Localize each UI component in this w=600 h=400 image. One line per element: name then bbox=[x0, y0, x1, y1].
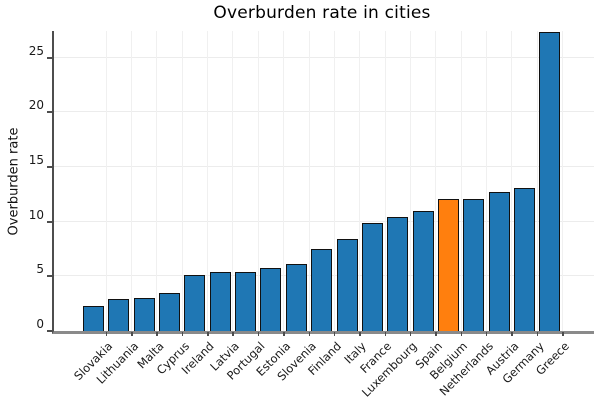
bar-lithuania bbox=[108, 299, 130, 331]
x-gridline bbox=[409, 31, 411, 331]
y-axis-label: Overburden rate bbox=[6, 127, 22, 236]
plot-area: 0 5 10 15 20 25 Slovakia Lithuania Malta Cyprus Ir… bbox=[29, 31, 594, 400]
chart-title: Overburden rate in cities bbox=[213, 3, 431, 23]
x-tick-mark bbox=[359, 332, 361, 336]
y-tick-mark bbox=[47, 166, 52, 169]
bar-austria bbox=[488, 192, 510, 331]
bar-luxembourg bbox=[387, 217, 409, 331]
y-tick-label: 0 bbox=[36, 317, 44, 331]
x-tick-mark bbox=[308, 332, 310, 336]
x-gridline bbox=[207, 31, 209, 331]
y-tick-mark bbox=[47, 111, 52, 114]
x-tick-mark bbox=[156, 332, 158, 336]
bar-spain bbox=[412, 210, 434, 331]
y-tick-mark bbox=[47, 330, 52, 332]
bar-slovakia bbox=[83, 305, 104, 331]
x-gridline bbox=[511, 31, 513, 331]
y-tick-mark bbox=[47, 220, 52, 223]
bar-italy bbox=[336, 239, 358, 331]
y-gridline bbox=[54, 220, 594, 222]
y-tick-mark bbox=[47, 275, 52, 278]
bar-france bbox=[361, 222, 383, 331]
x-gridline bbox=[232, 31, 234, 331]
y-gridline bbox=[54, 111, 594, 113]
x-tick-mark bbox=[105, 332, 108, 336]
x-gridline bbox=[562, 31, 563, 331]
y-tick-label: 15 bbox=[28, 153, 44, 168]
x-gridline bbox=[460, 31, 462, 331]
x-gridline bbox=[308, 31, 310, 331]
y-tick-label: 10 bbox=[28, 207, 44, 222]
x-gridline bbox=[257, 31, 259, 331]
bar-greece bbox=[539, 31, 561, 331]
x-tick-mark bbox=[384, 332, 387, 336]
x-gridline bbox=[156, 31, 158, 331]
x-tick-mark bbox=[511, 332, 513, 336]
x-gridline bbox=[105, 31, 107, 331]
bar-latvia bbox=[209, 271, 231, 331]
x-tick-mark bbox=[181, 332, 184, 336]
x-gridline bbox=[131, 31, 133, 331]
x-tick-mark bbox=[207, 332, 209, 336]
x-tick-mark bbox=[460, 332, 463, 336]
bar-estonia bbox=[260, 267, 282, 331]
y-tick-label: 20 bbox=[28, 98, 44, 113]
x-gridline bbox=[333, 31, 335, 331]
x-tick-mark bbox=[485, 332, 488, 336]
bar-germany bbox=[513, 187, 535, 331]
x-tick-mark bbox=[409, 332, 412, 336]
bar-netherlands bbox=[463, 198, 485, 331]
bar-slovenia bbox=[285, 264, 307, 331]
bar-portugal bbox=[235, 271, 257, 331]
x-gridline bbox=[384, 31, 386, 331]
x-gridline bbox=[359, 31, 361, 331]
x-tick-mark bbox=[536, 332, 539, 336]
x-gridline bbox=[283, 31, 285, 331]
x-tick-mark bbox=[131, 332, 133, 336]
x-tick-mark bbox=[257, 332, 260, 336]
y-gridline bbox=[54, 56, 594, 58]
x-gridline bbox=[536, 31, 538, 331]
x-gridline bbox=[435, 31, 437, 331]
bar-ireland bbox=[184, 275, 206, 331]
x-gridline bbox=[181, 31, 183, 331]
y-gridline bbox=[54, 166, 594, 168]
bar-cyprus bbox=[159, 292, 181, 331]
x-tick-mark bbox=[435, 332, 437, 336]
y-tick-label: 5 bbox=[36, 262, 44, 277]
bar-finland bbox=[311, 249, 333, 331]
x-tick-mark bbox=[283, 332, 285, 336]
x-tick-mark bbox=[232, 332, 234, 336]
x-gridline bbox=[485, 31, 487, 331]
y-tick-label: 25 bbox=[28, 43, 44, 58]
x-tick-mark bbox=[562, 332, 564, 336]
bar-malta bbox=[133, 298, 155, 331]
y-tick-mark bbox=[47, 56, 52, 59]
x-tick-mark bbox=[333, 332, 336, 336]
bar-belgium bbox=[437, 198, 459, 331]
